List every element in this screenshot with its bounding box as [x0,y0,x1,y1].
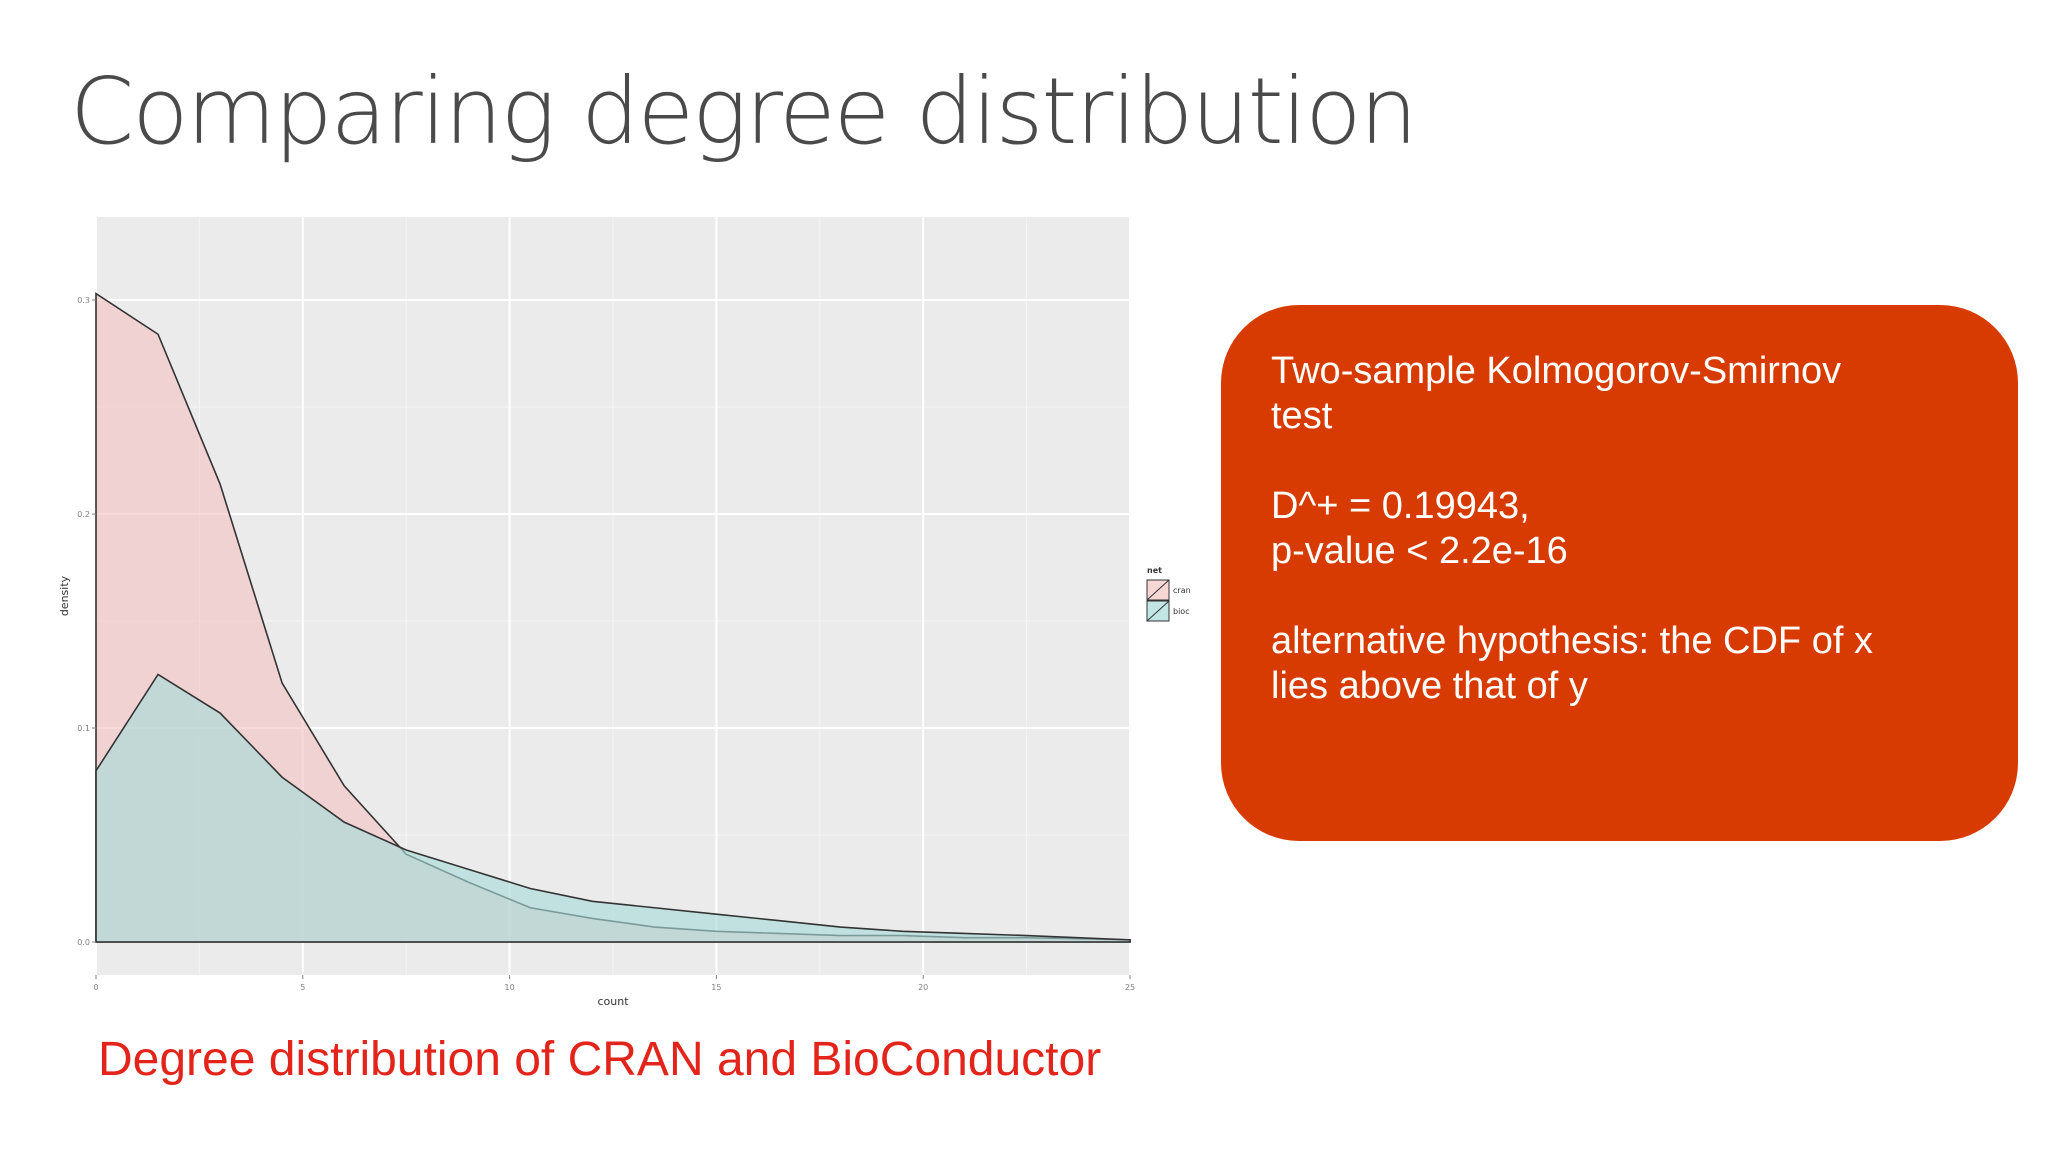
chart-caption: Degree distribution of CRAN and BioCondu… [98,1033,1102,1086]
callout-statistic: D^+ = 0.19943, p-value < 2.2e-16 [1271,484,1968,574]
callout-line: lies above that of y [1271,665,1588,707]
density-area-bioc [95,673,1131,943]
x-tick-label: 10 [505,983,515,992]
x-tick-label: 15 [711,983,721,992]
y-axis-title: density [58,575,71,616]
callout-hypothesis: alternative hypothesis: the CDF of x lie… [1271,619,1968,709]
legend-title: net [1147,566,1162,575]
callout-test-name: Two-sample Kolmogorov-Smirnov test [1271,349,1968,439]
y-tick-label: 0.3 [77,296,90,305]
ks-test-callout: Two-sample Kolmogorov-Smirnov test D^+ =… [1221,305,2018,841]
x-tick-label: 25 [1125,983,1135,992]
x-tick-label: 20 [918,983,928,992]
callout-line: p-value < 2.2e-16 [1271,530,1568,572]
slide-title: Comparing degree distribution [70,58,1418,165]
legend-label-bioc: bioc [1173,607,1190,616]
callout-line: D^+ = 0.19943, [1271,485,1530,527]
legend-label-cran: cran [1173,586,1191,595]
legend-key-slash [1146,579,1170,601]
x-tick-label: 5 [300,983,305,992]
x-tick-label: 0 [93,983,98,992]
x-axis-title: count [597,995,629,1008]
y-tick-label: 0.2 [77,510,90,519]
y-tick-label: 0.1 [77,724,90,733]
y-tick-label: 0.0 [77,938,90,947]
callout-line: Two-sample Kolmogorov-Smirnov [1271,350,1842,392]
legend-key-slash [1146,600,1170,622]
callout-line: alternative hypothesis: the CDF of x [1271,620,1873,662]
callout-line: test [1271,395,1333,437]
